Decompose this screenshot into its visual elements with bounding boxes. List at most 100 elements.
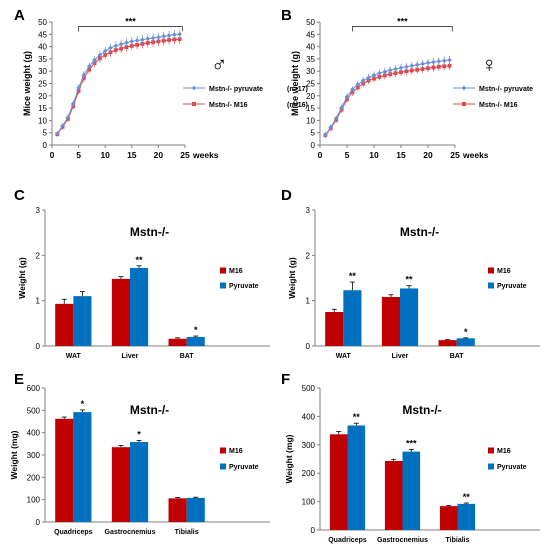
data-point <box>172 37 177 42</box>
y-tick-label: 20 <box>306 92 315 101</box>
bar-pyruvate <box>186 497 205 522</box>
y-tick-label: 200 <box>27 473 41 482</box>
legend-swatch <box>488 447 494 454</box>
legend-label: Mstn-/- M16 <box>209 102 248 109</box>
sex-symbol-icon: ♀ <box>481 52 498 77</box>
data-point <box>177 32 182 37</box>
y-axis-label: Weight (g) <box>17 257 27 299</box>
x-tick-label: 20 <box>154 150 164 160</box>
significance-marker: * <box>194 325 198 335</box>
data-point <box>442 64 447 69</box>
chart-title: Mstn-/- <box>130 403 169 417</box>
y-tick-label: 2 <box>36 251 41 260</box>
legend-label: Mstn-/- pyruvate <box>479 86 533 93</box>
y-axis-label: Mice weight (g) <box>290 51 300 116</box>
data-point <box>108 45 113 51</box>
x-tick-label: Quadriceps <box>54 529 93 536</box>
data-point <box>60 123 65 129</box>
data-point <box>328 124 334 130</box>
panel-F: F 0 100 200 300 400 500 Weight (mg) Mstn-/- ** Qua… <box>281 371 540 544</box>
data-point <box>134 38 140 43</box>
data-point <box>118 41 124 47</box>
data-point <box>76 85 81 91</box>
y-tick-label: 0 <box>306 342 311 351</box>
data-point <box>431 65 436 70</box>
legend-swatch <box>488 267 494 274</box>
x-tick-label: WAT <box>66 353 82 360</box>
bar-m16 <box>168 338 187 346</box>
legend-label: M16 <box>229 268 243 275</box>
data-point <box>70 101 76 106</box>
data-point <box>344 94 350 100</box>
data-point <box>172 32 177 37</box>
chart-title: Mstn-/- <box>400 225 439 239</box>
legend-marker <box>461 85 467 91</box>
legend-label: M16 <box>497 268 511 275</box>
legend-label: Mstn-/- M16 <box>479 102 518 109</box>
data-point <box>140 37 145 43</box>
bar-pyruvate <box>457 503 476 530</box>
bar-pyruvate <box>186 336 205 346</box>
y-tick-label: 10 <box>38 116 47 125</box>
legend-swatch <box>220 267 226 274</box>
bar-m16 <box>55 418 74 522</box>
legend-n-label: (n=17) <box>287 86 308 93</box>
data-point <box>393 71 398 76</box>
y-tick-label: 15 <box>306 104 315 113</box>
legend-swatch <box>220 282 226 289</box>
data-point <box>86 63 92 69</box>
x-tick-label: 5 <box>76 150 81 160</box>
legend-swatch <box>220 463 226 470</box>
data-point <box>156 34 161 40</box>
y-tick-label: 200 <box>302 469 316 478</box>
x-tick-label: BAT <box>450 353 465 360</box>
data-point <box>323 132 328 137</box>
data-point <box>420 61 425 67</box>
significance-marker: ** <box>353 412 361 422</box>
data-point <box>102 48 108 54</box>
legend-label: Mstn-/- pyruvate <box>209 86 263 93</box>
chart-title: Mstn-/- <box>130 225 169 239</box>
data-point <box>377 70 382 76</box>
legend-swatch <box>488 282 494 289</box>
series-line-1 <box>56 38 180 135</box>
legend-marker <box>192 102 196 106</box>
bar-m16 <box>325 312 344 346</box>
data-point <box>124 40 129 45</box>
data-point <box>398 65 404 71</box>
x-tick-label: 10 <box>100 150 110 160</box>
sex-symbol-icon: ♂ <box>211 52 228 77</box>
data-point <box>92 57 97 63</box>
data-point <box>420 67 425 71</box>
panel-label: C <box>14 187 25 204</box>
data-point <box>97 52 103 58</box>
panel-label: A <box>14 7 25 24</box>
significance-bracket <box>78 26 183 32</box>
bar-m16 <box>381 297 400 346</box>
y-tick-label: 45 <box>306 30 315 39</box>
y-axis-label: Weight (mg) <box>284 434 294 483</box>
significance-marker: *** <box>125 16 136 26</box>
x-tick-label: 0 <box>318 150 323 160</box>
panel-E: E 0 100 200 300 400 500 600 Weight (mg) Mstn-/- * Q… <box>9 371 270 536</box>
y-tick-label: 35 <box>306 55 315 64</box>
x-tick-label: 15 <box>396 150 406 160</box>
data-point <box>441 58 447 63</box>
y-tick-label: 50 <box>38 18 47 27</box>
data-point <box>129 39 135 44</box>
x-tick-label: 25 <box>450 150 460 160</box>
bar-pyruvate <box>130 442 149 522</box>
data-point <box>371 72 377 78</box>
data-point <box>425 60 431 66</box>
data-point <box>415 67 420 72</box>
y-tick-label: 15 <box>38 104 47 113</box>
panel-label: F <box>281 371 290 388</box>
y-tick-label: 500 <box>27 406 41 415</box>
data-point <box>177 37 182 42</box>
y-tick-label: 2 <box>306 251 311 260</box>
bar-pyruvate <box>456 338 475 346</box>
significance-marker: ** <box>136 255 144 265</box>
data-point <box>81 72 87 78</box>
bar-m16 <box>329 434 348 530</box>
